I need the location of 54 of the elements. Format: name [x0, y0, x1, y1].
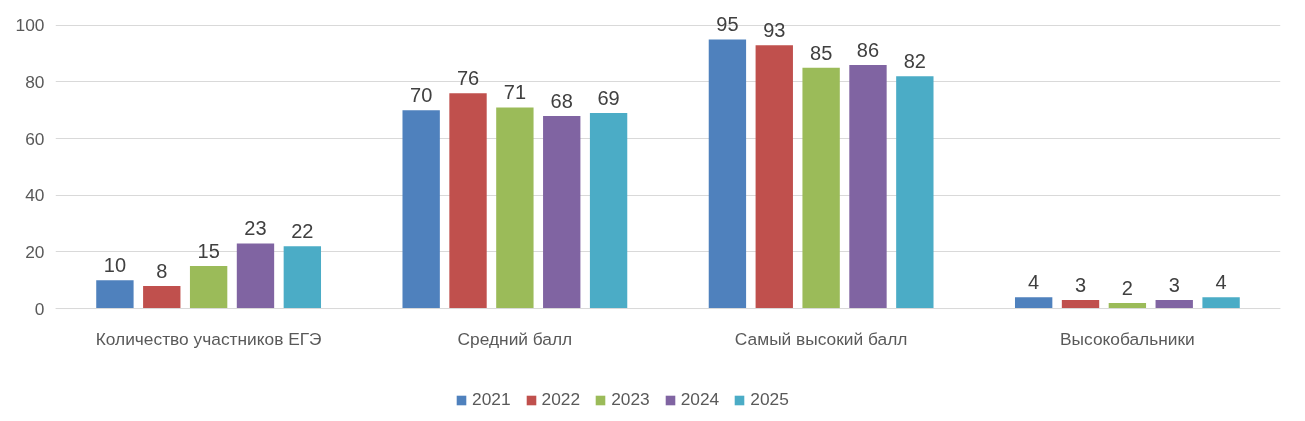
- bar: [896, 76, 934, 309]
- data-label: 3: [1074, 274, 1087, 297]
- x-tick-label: Самый высокий балл: [734, 328, 908, 349]
- data-label: 4: [1028, 271, 1040, 294]
- bar: [189, 266, 228, 309]
- y-tick-label: 20: [25, 241, 45, 262]
- bar: [143, 285, 181, 309]
- data-label: 86: [856, 38, 880, 61]
- legend-label: 2021: [472, 389, 511, 410]
- y-tick-label: 0: [34, 298, 45, 319]
- bar: [96, 280, 134, 309]
- bar: [802, 67, 840, 309]
- data-label: 68: [550, 89, 573, 112]
- data-label: 15: [197, 240, 220, 263]
- y-tick-label: 100: [15, 15, 45, 36]
- legend-label: 2022: [541, 389, 581, 410]
- data-label: 8: [156, 259, 168, 282]
- bar: [543, 115, 581, 309]
- data-label: 10: [103, 254, 127, 277]
- data-label: 76: [456, 67, 480, 90]
- y-tick-label: 80: [25, 71, 45, 92]
- bar: [1202, 297, 1240, 309]
- data-label: 22: [291, 220, 314, 243]
- data-label: 2: [1121, 276, 1133, 299]
- data-label: 93: [763, 19, 786, 42]
- legend-label: 2023: [611, 389, 650, 410]
- bar: [708, 39, 747, 309]
- data-label: 95: [716, 13, 739, 36]
- bar: [1155, 300, 1193, 309]
- data-label: 71: [503, 81, 526, 104]
- y-tick-label: 40: [25, 185, 45, 206]
- bar: [1061, 300, 1100, 309]
- data-label: 69: [597, 87, 620, 110]
- data-label: 70: [410, 84, 433, 107]
- legend-label: 2024: [680, 389, 720, 410]
- bar: [496, 107, 534, 309]
- bar: [449, 93, 487, 309]
- bar: [589, 113, 628, 309]
- bar: [1014, 297, 1053, 309]
- data-label: 82: [903, 50, 926, 73]
- y-tick-label: 60: [25, 128, 45, 149]
- x-tick-label: Средний балл: [457, 328, 573, 349]
- x-tick-label: Высокобальники: [1060, 328, 1195, 349]
- bar: [849, 64, 887, 309]
- bar: [283, 246, 322, 309]
- data-label: 23: [244, 217, 267, 240]
- bar: [755, 45, 793, 309]
- data-label: 85: [810, 41, 833, 64]
- x-tick-label: Количество участников ЕГЭ: [95, 328, 322, 349]
- bar: [236, 243, 275, 309]
- legend-label: 2025: [750, 389, 789, 410]
- data-label: 4: [1215, 271, 1227, 294]
- data-label: 3: [1168, 274, 1180, 297]
- bar: [402, 110, 440, 309]
